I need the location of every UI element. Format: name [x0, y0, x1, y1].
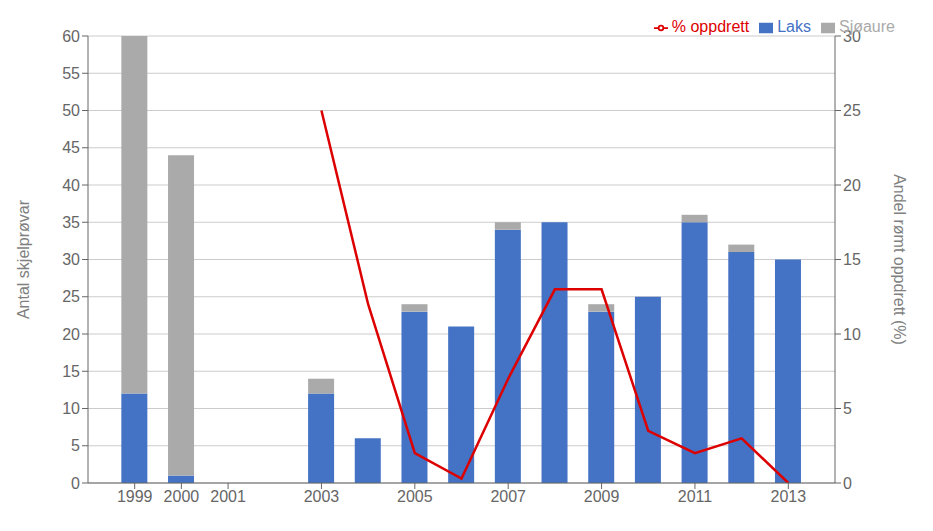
svg-text:50: 50 — [62, 102, 80, 119]
svg-text:55: 55 — [62, 65, 80, 82]
svg-text:2005: 2005 — [397, 488, 433, 505]
svg-text:2003: 2003 — [304, 488, 340, 505]
svg-text:Antal skjelprøvar: Antal skjelprøvar — [15, 199, 32, 319]
svg-text:2013: 2013 — [771, 488, 807, 505]
svg-text:Andel rømt oppdrett (%): Andel rømt oppdrett (%) — [891, 174, 908, 345]
svg-text:20: 20 — [62, 326, 80, 343]
svg-text:20: 20 — [843, 177, 861, 194]
svg-text:60: 60 — [62, 28, 80, 45]
svg-text:30: 30 — [62, 251, 80, 268]
svg-text:5: 5 — [843, 400, 852, 417]
svg-text:1999: 1999 — [117, 488, 153, 505]
svg-text:2009: 2009 — [584, 488, 620, 505]
svg-text:15: 15 — [62, 363, 80, 380]
svg-text:10: 10 — [62, 400, 80, 417]
svg-text:2007: 2007 — [490, 488, 526, 505]
svg-text:2001: 2001 — [210, 488, 246, 505]
svg-text:25: 25 — [843, 102, 861, 119]
svg-text:5: 5 — [71, 437, 80, 454]
svg-text:2011: 2011 — [678, 488, 713, 505]
svg-text:0: 0 — [71, 475, 80, 492]
svg-text:0: 0 — [843, 475, 852, 492]
svg-text:25: 25 — [62, 288, 80, 305]
svg-text:2000: 2000 — [164, 488, 200, 505]
svg-text:40: 40 — [62, 177, 80, 194]
svg-text:15: 15 — [843, 251, 861, 268]
svg-text:30: 30 — [843, 28, 861, 45]
svg-text:45: 45 — [62, 139, 80, 156]
svg-text:35: 35 — [62, 214, 80, 231]
svg-text:10: 10 — [843, 326, 861, 343]
